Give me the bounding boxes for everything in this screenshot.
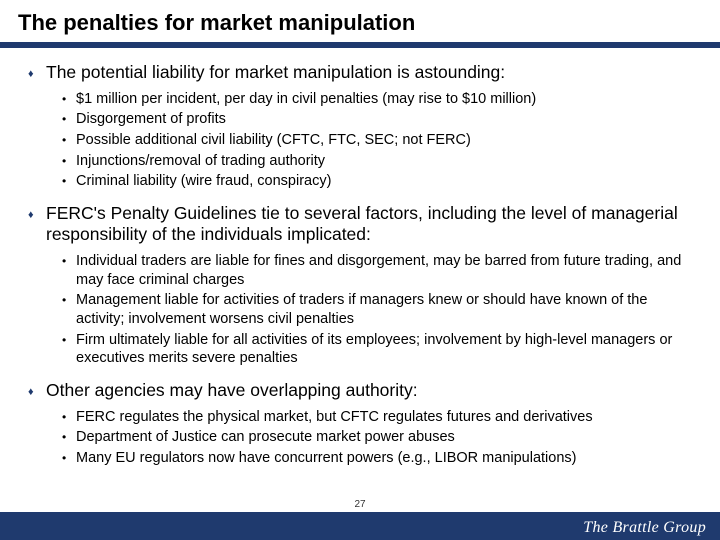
- sub-text: $1 million per incident, per day in civi…: [76, 90, 692, 109]
- sub-text: Individual traders are liable for fines …: [76, 252, 692, 289]
- sub-text: Management liable for activities of trad…: [76, 291, 692, 328]
- sub-bullet: • Disgorgement of profits: [62, 110, 692, 129]
- bullet-text: Other agencies may have overlapping auth…: [46, 380, 692, 402]
- dot-icon: •: [62, 133, 66, 147]
- dot-icon: •: [62, 92, 66, 106]
- diamond-icon: ♦: [28, 68, 34, 80]
- sub-text: Department of Justice can prosecute mark…: [76, 428, 692, 447]
- sub-bullet: • Department of Justice can prosecute mar…: [62, 428, 692, 447]
- diamond-icon: ♦: [28, 386, 34, 398]
- sub-list: • Individual traders are liable for fines…: [28, 250, 692, 379]
- dot-icon: •: [62, 430, 66, 444]
- sub-text: Firm ultimately liable for all activitie…: [76, 331, 692, 368]
- sub-bullet: • FERC regulates the physical market, but…: [62, 408, 692, 427]
- brand-logo: The Brattle Group: [583, 519, 706, 537]
- sub-list: • FERC regulates the physical market, but…: [28, 406, 692, 480]
- bullet-top: ♦ FERC's Penalty Guidelines tie to sever…: [28, 203, 692, 247]
- bullet-top: ♦ The potential liability for market man…: [28, 62, 692, 84]
- bullet-top: ♦ Other agencies may have overlapping au…: [28, 380, 692, 402]
- sub-list: • $1 million per incident, per day in civ…: [28, 88, 692, 203]
- bullet-text: The potential liability for market manip…: [46, 62, 692, 84]
- sub-bullet: • Management liable for activities of tra…: [62, 291, 692, 328]
- content-area: ♦ The potential liability for market man…: [0, 48, 720, 479]
- page-number: 27: [354, 499, 365, 510]
- sub-text: Disgorgement of profits: [76, 110, 692, 129]
- footer-bar: The Brattle Group: [0, 512, 720, 540]
- sub-text: Possible additional civil liability (CFT…: [76, 131, 692, 150]
- sub-bullet: • Many EU regulators now have concurrent …: [62, 449, 692, 468]
- sub-bullet: • Firm ultimately liable for all activiti…: [62, 331, 692, 368]
- dot-icon: •: [62, 293, 66, 307]
- sub-bullet: • Injunctions/removal of trading authorit…: [62, 152, 692, 171]
- slide-title: The penalties for market manipulation: [18, 10, 702, 36]
- bullet-text: FERC's Penalty Guidelines tie to several…: [46, 203, 692, 247]
- dot-icon: •: [62, 410, 66, 424]
- sub-text: Many EU regulators now have concurrent p…: [76, 449, 692, 468]
- title-bar: The penalties for market manipulation: [0, 0, 720, 42]
- diamond-icon: ♦: [28, 209, 34, 221]
- dot-icon: •: [62, 154, 66, 168]
- dot-icon: •: [62, 254, 66, 268]
- sub-bullet: • Criminal liability (wire fraud, conspir…: [62, 172, 692, 191]
- sub-bullet: • $1 million per incident, per day in civ…: [62, 90, 692, 109]
- sub-text: Injunctions/removal of trading authority: [76, 152, 692, 171]
- dot-icon: •: [62, 174, 66, 188]
- dot-icon: •: [62, 333, 66, 347]
- sub-text: Criminal liability (wire fraud, conspira…: [76, 172, 692, 191]
- sub-bullet: • Individual traders are liable for fines…: [62, 252, 692, 289]
- dot-icon: •: [62, 451, 66, 465]
- sub-text: FERC regulates the physical market, but …: [76, 408, 692, 427]
- sub-bullet: • Possible additional civil liability (CF…: [62, 131, 692, 150]
- slide: The penalties for market manipulation ♦ …: [0, 0, 720, 540]
- dot-icon: •: [62, 112, 66, 126]
